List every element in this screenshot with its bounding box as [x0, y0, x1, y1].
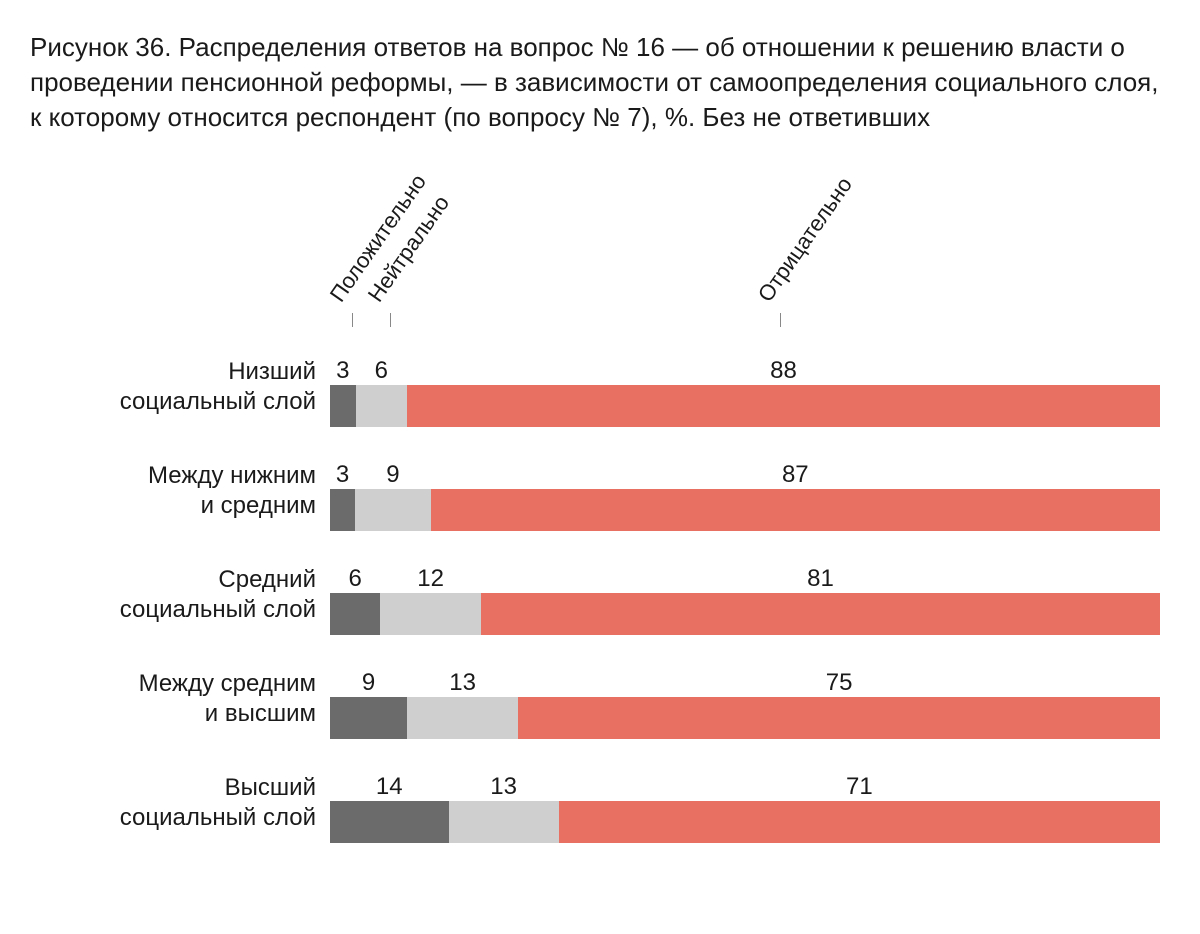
chart-row: Высшийсоциальный слой 14 13 71	[30, 755, 1170, 851]
bar-segment	[330, 385, 356, 427]
chart-container: ПоложительноНейтральноОтрицательно Низши…	[30, 145, 1170, 851]
bar-segment	[431, 489, 1160, 531]
value-label: 6	[375, 357, 388, 385]
row-label: Между средними высшим	[30, 669, 330, 729]
bar-segment	[356, 385, 407, 427]
chart-rows: Низшийсоциальный слой3688Между нижними с…	[30, 339, 1170, 851]
legend-tick	[780, 313, 781, 327]
chart-caption: Рисунок 36. Распределения ответов на воп…	[30, 30, 1170, 135]
bar-area: 9 13 75	[330, 651, 1160, 747]
row-label: Низшийсоциальный слой	[30, 357, 330, 417]
legend-label: Отрицательно	[753, 173, 858, 308]
chart-row: Между нижними средним3 9 87	[30, 443, 1170, 539]
bar-segment	[330, 801, 449, 843]
row-label: Среднийсоциальный слой	[30, 565, 330, 625]
row-label: Между нижними средним	[30, 461, 330, 521]
value-label: 14	[376, 773, 403, 801]
chart-row: Низшийсоциальный слой36 88	[30, 339, 1170, 435]
bar-segment	[355, 489, 430, 531]
legend-area: ПоложительноНейтральноОтрицательно	[340, 145, 1170, 335]
bar-area: 6 12 81	[330, 547, 1160, 643]
row-label: Высшийсоциальный слой	[30, 773, 330, 833]
value-label: 6	[348, 565, 361, 593]
value-label: 9	[362, 669, 375, 697]
bar-segment	[330, 697, 407, 739]
bar-segment	[407, 697, 518, 739]
bar-stack	[330, 697, 1160, 739]
value-label: 3	[336, 461, 349, 489]
value-labels: 14 13 71	[330, 755, 1160, 801]
bar-segment	[407, 385, 1160, 427]
legend-tick	[390, 313, 391, 327]
value-label: 87	[782, 461, 809, 489]
value-label: 88	[770, 357, 797, 385]
value-label: 12	[417, 565, 444, 593]
value-label: 71	[846, 773, 873, 801]
legend-tick	[352, 313, 353, 327]
bar-stack	[330, 593, 1160, 635]
value-label: 81	[807, 565, 834, 593]
bar-area: 3 9 87	[330, 443, 1160, 539]
value-label: 9	[386, 461, 399, 489]
chart-row: Между средними высшим 9 13 75	[30, 651, 1170, 747]
bar-area: 36 88	[330, 339, 1160, 435]
value-labels: 6 12 81	[330, 547, 1160, 593]
value-label: 13	[449, 669, 476, 697]
bar-segment	[380, 593, 481, 635]
bar-stack	[330, 801, 1160, 843]
bar-stack	[330, 385, 1160, 427]
bar-segment	[330, 489, 355, 531]
bar-segment	[330, 593, 380, 635]
bar-segment	[481, 593, 1160, 635]
value-label: 3	[336, 357, 349, 385]
bar-segment	[518, 697, 1160, 739]
bar-segment	[449, 801, 559, 843]
bar-stack	[330, 489, 1160, 531]
bar-area: 14 13 71	[330, 755, 1160, 851]
bar-segment	[559, 801, 1160, 843]
value-labels: 9 13 75	[330, 651, 1160, 697]
value-labels: 3 9 87	[330, 443, 1160, 489]
value-label: 75	[826, 669, 853, 697]
value-labels: 36 88	[330, 339, 1160, 385]
chart-row: Среднийсоциальный слой 6 12 81	[30, 547, 1170, 643]
value-label: 13	[490, 773, 517, 801]
